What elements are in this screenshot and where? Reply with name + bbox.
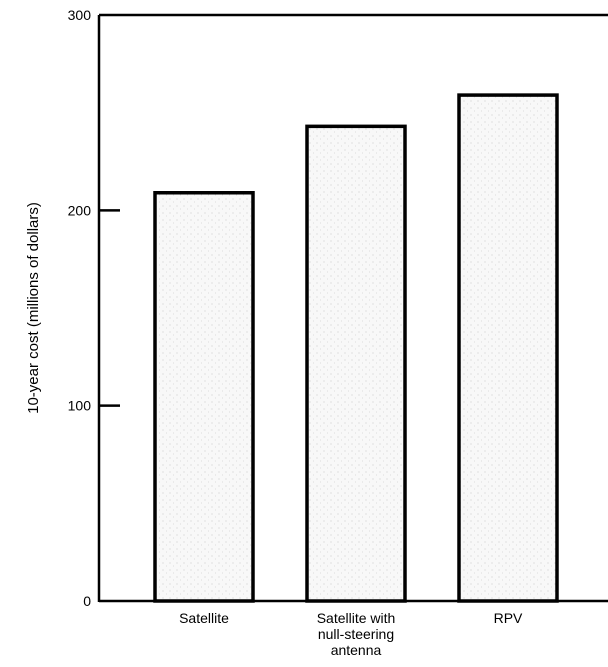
y-tick-label-200: 200 [68, 202, 92, 218]
bar-3 [457, 93, 559, 603]
bar-1 [153, 191, 255, 603]
category-label-3: RPV [494, 610, 523, 626]
category-label-2: Satellite with null-steering antenna [317, 610, 396, 658]
y-tick-label-300: 300 [68, 7, 92, 23]
category-labels: Satellite Satellite with null-steering ante… [179, 610, 523, 658]
bar-2 [305, 124, 407, 603]
plot-frame [97, 13, 608, 603]
category-label-1: Satellite [179, 610, 229, 626]
y-tick-label-100: 100 [68, 398, 92, 414]
y-tick-label-0: 0 [83, 593, 91, 609]
y-axis-label: 10-year cost (millions of dollars) [25, 202, 42, 414]
y-axis-ticks: 0 100 200 300 [68, 7, 120, 609]
bars [153, 93, 559, 603]
